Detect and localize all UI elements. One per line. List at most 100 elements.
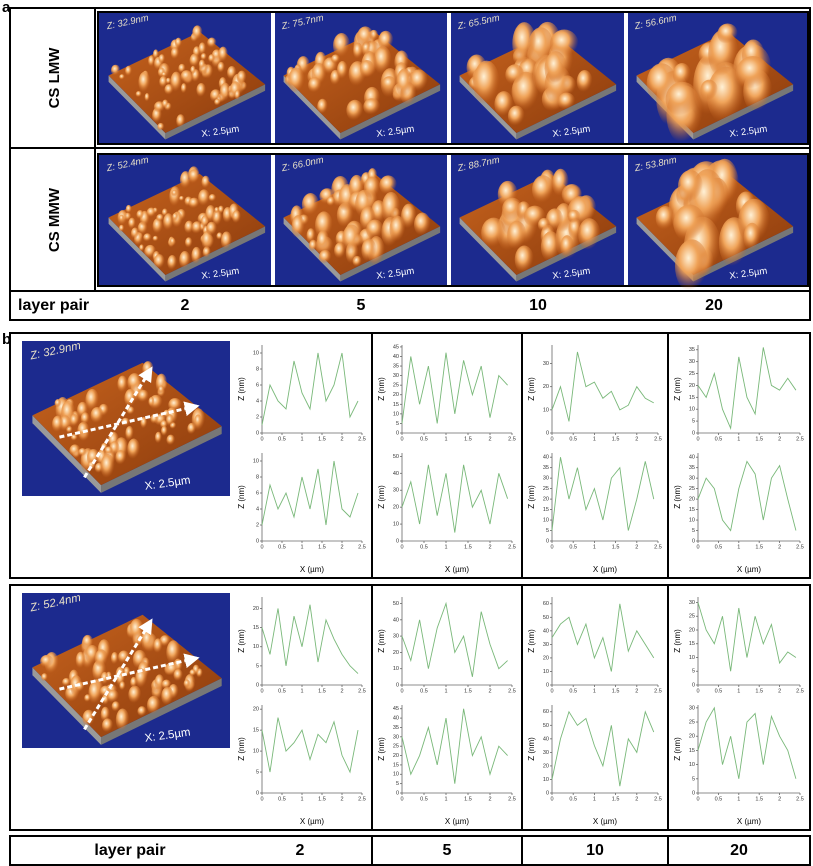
afm-peak [166, 640, 181, 665]
afm-peak [69, 444, 81, 458]
x-tick-label: 2 [635, 544, 638, 550]
afm-peak [200, 215, 209, 229]
x-tick-label: 1.5 [612, 544, 620, 550]
y-tick-label: 40 [543, 736, 549, 742]
afm-peak [54, 399, 62, 408]
y-tick-label: 45 [393, 344, 399, 350]
afm-peak [40, 654, 54, 669]
afm-peak [139, 244, 145, 252]
layer-pair-value: 2 [181, 297, 190, 314]
afm-side [340, 226, 441, 282]
x-tick-label: 1 [300, 436, 303, 442]
y-tick-label: 0 [396, 790, 399, 796]
y-tick-label: 45 [393, 706, 399, 712]
afm-peak [115, 708, 130, 732]
y-tick-label: 30 [689, 359, 695, 365]
afm-peak [194, 414, 203, 429]
y-tick-label: 20 [393, 650, 399, 656]
afm-side [32, 415, 102, 493]
afm-peak [111, 701, 121, 712]
x-tick-label: 1.5 [464, 796, 472, 802]
x-tick-label: 2 [778, 688, 781, 694]
y-tick-label: 20 [393, 392, 399, 398]
panel-label: a [2, 0, 11, 16]
afm-peak [170, 47, 180, 60]
afm-side [108, 217, 166, 282]
layer-pair-value: 10 [529, 297, 547, 314]
y-tick-label: 10 [393, 666, 399, 672]
afm-peak [189, 669, 197, 677]
afm-peak [179, 251, 191, 270]
y-axis-label: Z (nm) [377, 629, 386, 653]
x-tick-label: 2 [778, 544, 781, 550]
y-tick-label: 10 [543, 407, 549, 413]
afm-peak [316, 230, 330, 253]
x-range-label: X: 2.5µm [552, 266, 591, 282]
x-range-label: X: 2.5µm [729, 124, 768, 140]
afm-peak [208, 54, 216, 64]
x-axis-label: X (µm) [445, 565, 469, 574]
afm-peak [672, 62, 692, 87]
height-profile [401, 708, 508, 784]
afm-peak [334, 242, 346, 260]
afm-peak [157, 122, 165, 132]
y-tick-label: 20 [689, 627, 695, 633]
y-tick-label: 5 [256, 770, 259, 776]
y-tick-label: 10 [253, 350, 259, 356]
y-tick-label: 0 [256, 538, 259, 544]
afm-peak [514, 245, 534, 274]
x-axis-label: X (µm) [593, 565, 617, 574]
x-tick-label: 0 [696, 436, 699, 442]
y-tick-label: 10 [689, 655, 695, 661]
y-tick-label: 40 [543, 455, 549, 461]
y-tick-label: 10 [543, 518, 549, 524]
x-tick-label: 0.5 [569, 436, 577, 442]
x-tick-label: 2.5 [654, 544, 662, 550]
y-tick-label: 10 [253, 458, 259, 464]
y-tick-label: 35 [393, 363, 399, 369]
x-tick-label: 1.5 [612, 688, 620, 694]
afm-peak [94, 649, 108, 669]
y-tick-label: 20 [393, 753, 399, 759]
y-axis-label: Z (nm) [527, 485, 536, 509]
y-tick-label: 4 [256, 398, 259, 404]
y-tick-label: 25 [689, 719, 695, 725]
y-tick-label: 5 [546, 528, 549, 534]
x-tick-label: 0 [260, 688, 263, 694]
y-tick-label: 10 [543, 669, 549, 675]
y-axis-label: Z (nm) [377, 485, 386, 509]
afm-peak [52, 415, 64, 433]
x-tick-label: 1 [300, 796, 303, 802]
footer-label: layer pair [18, 297, 89, 314]
row-frame [9, 584, 811, 831]
y-tick-label: 20 [689, 497, 695, 503]
afm-peak [198, 189, 211, 207]
x-tick-label: 0.5 [420, 436, 428, 442]
afm-peak [118, 224, 125, 233]
afm-peak [207, 37, 217, 49]
x-tick-label: 0 [550, 688, 553, 694]
afm-peak [152, 235, 159, 242]
y-tick-label: 60 [543, 601, 549, 607]
y-tick-label: 15 [689, 507, 695, 513]
row-label: CS LMW [46, 47, 63, 109]
x-tick-label: 1.5 [612, 436, 620, 442]
y-tick-label: 5 [692, 419, 695, 425]
afm-peak [106, 689, 120, 704]
afm-peak [342, 224, 361, 254]
y-tick-label: 10 [253, 644, 259, 650]
x-tick-label: 0 [400, 688, 403, 694]
x-tick-label: 1.5 [318, 544, 326, 550]
afm-peak [115, 450, 127, 466]
x-tick-label: 0.5 [569, 544, 577, 550]
afm-side [108, 75, 166, 140]
afm-peak [346, 99, 364, 122]
x-tick-label: 0 [550, 796, 553, 802]
height-profile [551, 603, 655, 672]
afm-peak [152, 218, 164, 235]
afm-peak [220, 231, 233, 251]
afm-peak [198, 42, 207, 56]
afm-peak [82, 709, 96, 727]
